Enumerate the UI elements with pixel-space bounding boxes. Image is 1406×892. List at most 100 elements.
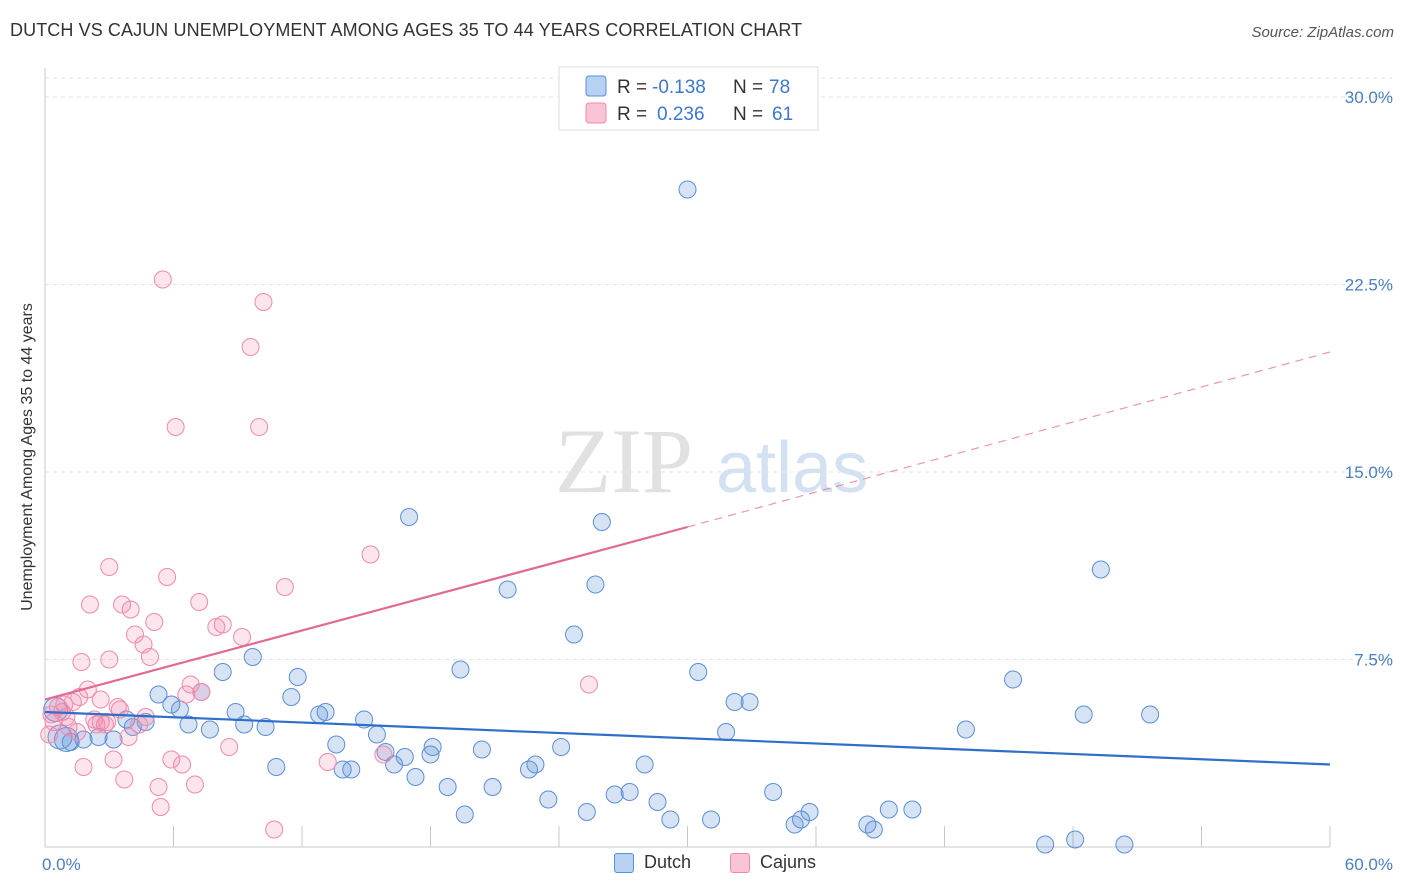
series-cajuns-points [40,270,598,839]
dutch-point [455,805,474,824]
dutch-point [451,660,470,679]
dutch-point [355,710,374,729]
dutch-point [702,810,721,829]
cajuns-point [213,615,232,634]
cajuns-point [72,653,91,671]
dutch-point [256,718,275,736]
cajuns-point [59,718,78,736]
cajuns-point [177,685,196,704]
dutch-point [678,180,697,199]
dutch-point [1004,670,1023,689]
dutch-point [472,740,491,759]
dutch-point [564,625,583,644]
cajuns-point [275,578,294,596]
cajuns-point [130,715,149,734]
correlation-legend: R = -0.138 N = 78 R = 0.236 N = 61 [558,66,819,131]
watermark: ZIP atlas [555,410,868,512]
dutch-point [592,513,611,531]
cajuns-point [113,595,132,614]
x-tick-label-0: 0.0% [42,855,81,874]
dutch-point [406,768,425,786]
cajuns-point [241,338,260,356]
dutch-point [200,720,219,739]
dutch-point [179,715,198,734]
cajuns-point [68,723,87,741]
series-legend-dutch: Dutch [614,852,691,873]
dutch-point [213,663,232,681]
cajuns-point [119,728,138,746]
cajuns-point [254,293,273,311]
dutch-point [577,803,596,821]
cajuns-point [158,568,177,586]
y-tick-labels: 7.5% 15.0% 22.5% 30.0% [1345,88,1393,670]
cajuns-trend-line [44,525,688,701]
cajuns-point [173,755,192,774]
cajuns-point [162,750,181,769]
cajuns-point [185,775,204,794]
cajuns-point [361,545,380,564]
dutch-point [235,715,254,734]
cajuns-point [166,418,185,436]
dutch-point [421,745,440,764]
dutch-point [800,803,819,821]
dutch-point [395,748,414,766]
cajuns-point [374,745,393,764]
dutch-point [689,663,708,681]
cajuns-point [579,675,598,694]
cajuns-point [151,798,170,816]
dutch-point [74,730,93,749]
dutch-point [725,693,744,711]
dutch-point [605,785,624,804]
cajuns-point [74,758,93,776]
cajuns-point [55,695,74,714]
dutch-point [1066,830,1085,849]
cajuns-point [190,593,209,611]
dutch-trend-line [44,710,1331,766]
dutch-point [740,693,759,711]
cajuns-point [121,600,140,619]
legend-r-label-cajuns: R = [617,104,647,125]
y-tick-label-0: 7.5% [1354,651,1393,670]
dutch-point [149,685,168,704]
dutch-point [1115,835,1134,854]
dutch-point [864,820,883,839]
cajuns-point [318,753,337,771]
cajuns-swatch [730,852,750,873]
chart-title: DUTCH VS CAJUN UNEMPLOYMENT AMONG AGES 3… [10,20,803,40]
cajuns-point [220,738,239,756]
cajuns-point [181,675,200,694]
cajuns-point [153,270,172,289]
dutch-point [483,778,502,796]
watermark-atlas: atlas [716,428,868,508]
dutch-point [342,760,361,779]
dutch-point [903,800,922,819]
dutch-point [552,738,571,756]
series-legend-cajuns: Cajuns [730,852,816,873]
cajuns-point [140,648,159,666]
dutch-point [267,758,286,776]
cajuns-point [100,558,119,576]
cajuns-point [149,778,168,796]
gridlines [45,77,1392,660]
dutch-point [1141,705,1160,724]
dutch-point [376,743,395,761]
y-tick-label-1: 15.0% [1345,463,1393,482]
dutch-point [282,688,301,706]
dutch-point [879,800,898,819]
cajuns-point [192,683,211,701]
dutch-point [956,720,975,739]
dutch-point [423,738,442,756]
series-legend-dutch-label: Dutch [644,852,692,872]
dutch-point [438,778,457,796]
series-legend-cajuns-label: Cajuns [760,852,817,872]
cajuns-point [250,418,269,436]
legend-n-label-dutch: N = [733,77,763,98]
dutch-point [400,508,419,526]
dutch-point [367,725,386,744]
dutch-point [316,703,335,721]
legend-swatch-dutch [585,75,607,97]
legend-n-label-cajuns: N = [733,104,763,125]
dutch-point [170,700,189,719]
x-tick-labels: 0.0% 60.0% [42,855,1393,874]
